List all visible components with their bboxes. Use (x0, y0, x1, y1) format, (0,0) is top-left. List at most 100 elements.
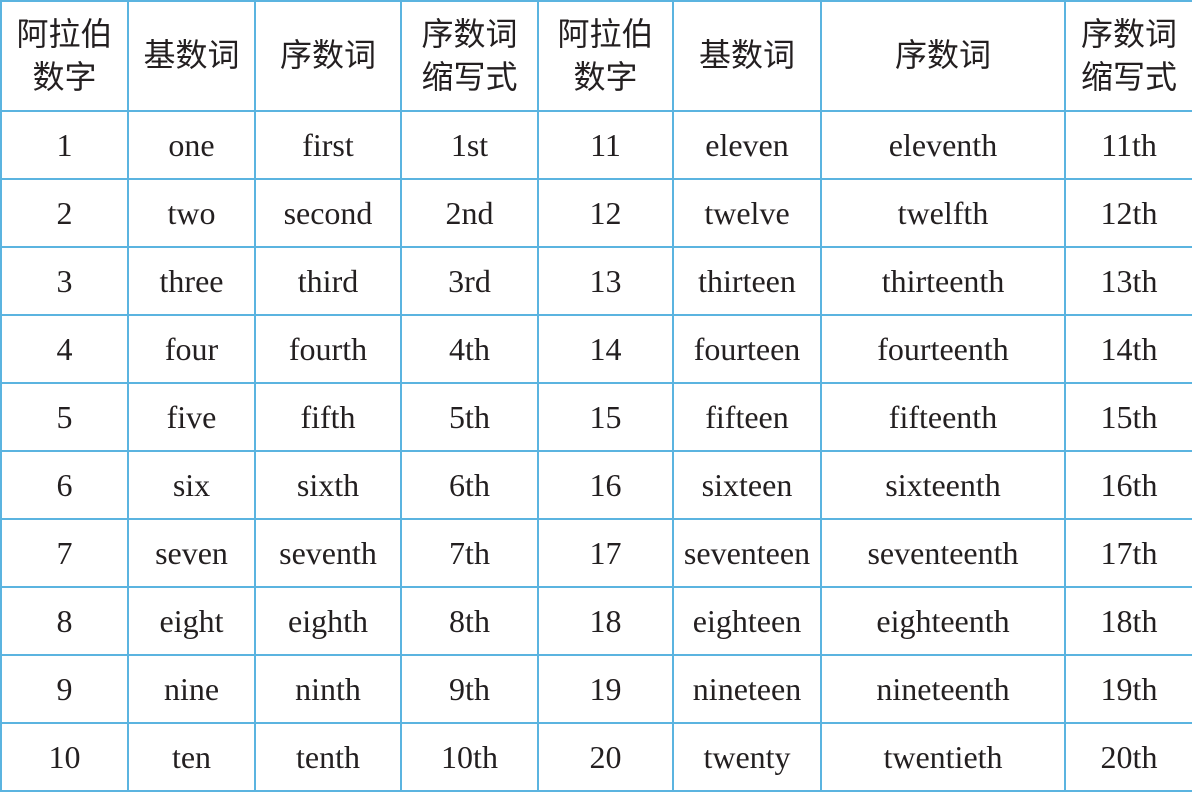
header-cell: 阿拉伯数字 (537, 0, 674, 112)
table-cell: 9 (0, 654, 129, 724)
header-text: 阿拉伯数字 (16, 15, 113, 95)
table-cell: 16th (1064, 450, 1192, 520)
header-cell: 基数词 (127, 0, 256, 112)
table-row: 4 four fourth 4th 14 fourteen fourteenth 14th (0, 314, 1192, 384)
table-cell: eighth (254, 586, 402, 656)
table-row: 10 ten tenth 10th 20 twenty twentieth 20th (0, 722, 1192, 792)
table-row: 5 five fifth 5th 15 fifteen fifteenth 15th (0, 382, 1192, 452)
table-row: 1 one first 1st 11 eleven eleventh 11th (0, 110, 1192, 180)
table-cell: eighteenth (820, 586, 1066, 656)
table-cell: 17 (537, 518, 674, 588)
table-cell: 18 (537, 586, 674, 656)
table-cell: seventeenth (820, 518, 1066, 588)
table-cell: seven (127, 518, 256, 588)
table-cell: 7th (400, 518, 539, 588)
table-cell: eleventh (820, 110, 1066, 180)
table-cell: twenty (672, 722, 822, 792)
table-cell: nineteenth (820, 654, 1066, 724)
table-cell: fourth (254, 314, 402, 384)
table-cell: 19th (1064, 654, 1192, 724)
table-row: 9 nine ninth 9th 19 nineteen nineteenth 19th (0, 654, 1192, 724)
table-row: 2 two second 2nd 12 twelve twelfth 12th (0, 178, 1192, 248)
table-cell: seventh (254, 518, 402, 588)
header-text: 序数词 (894, 37, 991, 74)
header-cell: 阿拉伯数字 (0, 0, 129, 112)
table-row: 8 eight eighth 8th 18 eighteen eighteenth 18th (0, 586, 1192, 656)
header-cell: 序数词缩写式 (400, 0, 539, 112)
table-cell: 11th (1064, 110, 1192, 180)
table-row: 3 three third 3rd 13 thirteen thirteenth 13th (0, 246, 1192, 316)
table-cell: six (127, 450, 256, 520)
table-cell: four (127, 314, 256, 384)
header-cell: 序数词 (820, 0, 1066, 112)
table-cell: 8th (400, 586, 539, 656)
table-cell: 17th (1064, 518, 1192, 588)
table-cell: 1st (400, 110, 539, 180)
table-cell: 14 (537, 314, 674, 384)
table-cell: seventeen (672, 518, 822, 588)
table-cell: 4th (400, 314, 539, 384)
table-cell: five (127, 382, 256, 452)
table-cell: second (254, 178, 402, 248)
table-cell: 5th (400, 382, 539, 452)
header-row: 阿拉伯数字 基数词 序数词 序数词缩写式 阿拉伯数字 基数词 序数词 序数词缩写式 (0, 0, 1192, 112)
table-cell: 15th (1064, 382, 1192, 452)
header-cell: 序数词 (254, 0, 402, 112)
header-text: 序数词缩写式 (1080, 15, 1177, 95)
table-cell: one (127, 110, 256, 180)
table-cell: 12th (1064, 178, 1192, 248)
table-cell: 2 (0, 178, 129, 248)
table-cell: 7 (0, 518, 129, 588)
table-cell: twelve (672, 178, 822, 248)
table-cell: 9th (400, 654, 539, 724)
table-cell: 6th (400, 450, 539, 520)
table-cell: thirteen (672, 246, 822, 316)
table-cell: thirteenth (820, 246, 1066, 316)
table-cell: 18th (1064, 586, 1192, 656)
table-cell: 3 (0, 246, 129, 316)
table-cell: 20th (1064, 722, 1192, 792)
table-cell: fourteen (672, 314, 822, 384)
table-cell: 12 (537, 178, 674, 248)
table-cell: 19 (537, 654, 674, 724)
header-text: 序数词缩写式 (421, 15, 518, 95)
table-cell: 8 (0, 586, 129, 656)
header-text: 阿拉伯数字 (557, 15, 654, 95)
table-cell: nine (127, 654, 256, 724)
table-cell: eighteen (672, 586, 822, 656)
table-cell: sixteenth (820, 450, 1066, 520)
table-row: 6 six sixth 6th 16 sixteen sixteenth 16th (0, 450, 1192, 520)
header-text: 基数词 (143, 37, 240, 74)
table-cell: 6 (0, 450, 129, 520)
table-cell: 5 (0, 382, 129, 452)
table-cell: ninth (254, 654, 402, 724)
table-cell: 13 (537, 246, 674, 316)
table-cell: 13th (1064, 246, 1192, 316)
table-cell: 15 (537, 382, 674, 452)
header-text: 基数词 (698, 37, 795, 74)
table-cell: fifth (254, 382, 402, 452)
table-cell: sixth (254, 450, 402, 520)
table-cell: 4 (0, 314, 129, 384)
table-cell: 20 (537, 722, 674, 792)
table-cell: nineteen (672, 654, 822, 724)
table-cell: ten (127, 722, 256, 792)
table-cell: 11 (537, 110, 674, 180)
table-row: 7 seven seventh 7th 17 seventeen seventeenth 17… (0, 518, 1192, 588)
table-cell: twentieth (820, 722, 1066, 792)
table-cell: 10 (0, 722, 129, 792)
table-cell: eleven (672, 110, 822, 180)
table-cell: fifteen (672, 382, 822, 452)
table-cell: eight (127, 586, 256, 656)
table-cell: fifteenth (820, 382, 1066, 452)
table-cell: two (127, 178, 256, 248)
table-cell: first (254, 110, 402, 180)
table-cell: tenth (254, 722, 402, 792)
table-cell: fourteenth (820, 314, 1066, 384)
table-cell: 10th (400, 722, 539, 792)
table-cell: third (254, 246, 402, 316)
header-text: 序数词 (279, 37, 376, 74)
table-cell: sixteen (672, 450, 822, 520)
